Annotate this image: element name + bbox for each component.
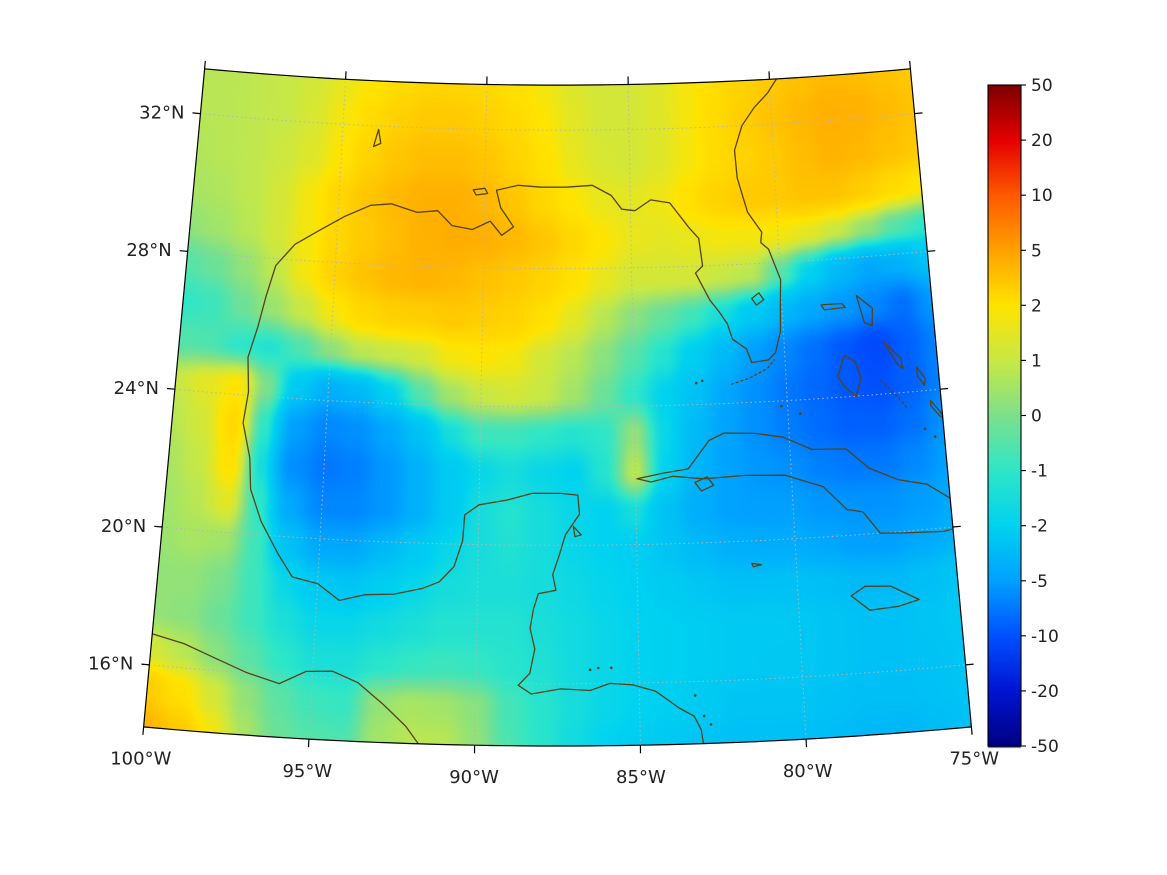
colorbar-tick-label: 10 [1031, 186, 1053, 206]
coastline-jamaica [850, 585, 920, 611]
colorbar-frame [987, 84, 1022, 747]
coastline-pacific-coast [151, 633, 419, 745]
colorbar-tick-label: 50 [1031, 76, 1053, 96]
coastline-us-gulf-atlantic-coast [247, 78, 782, 393]
lat-tick-right [927, 250, 936, 252]
graticule-meridian [308, 82, 346, 740]
island-dot [799, 412, 802, 416]
island-dot [700, 379, 704, 383]
lat-tick-left [192, 112, 201, 115]
map-border [142, 68, 973, 747]
coastline-mexico-centralamerica-coast [242, 391, 705, 745]
lat-tick-label: 32°N [139, 102, 184, 123]
coastline-long-island-bahamas [929, 399, 947, 421]
coastline-abaco [855, 294, 873, 327]
lon-tick-bottom [142, 726, 145, 735]
colorbar-tick-label: 5 [1031, 241, 1042, 261]
lat-tick-right [940, 387, 949, 390]
coastline-eleuthera [883, 341, 904, 369]
lon-tick-top [909, 60, 911, 69]
lat-tick-label: 16°N [88, 654, 133, 675]
coastline-grand-cayman [751, 562, 762, 568]
coastline-cat-island [915, 366, 926, 387]
lon-tick-label: 90°W [449, 767, 499, 788]
lat-tick-left [166, 387, 175, 390]
island-dot [588, 668, 592, 672]
lat-tick-left [179, 250, 188, 252]
lon-tick-label: 95°W [282, 761, 332, 782]
graticule-parallel [149, 664, 966, 685]
island-dot [610, 666, 613, 670]
colorbar-tick-label: -20 [1031, 682, 1059, 702]
coastline-grand-bahama [820, 302, 846, 311]
coastline-cozumel [572, 525, 582, 538]
colorbar-tick-label: 0 [1031, 407, 1042, 427]
colorbar-tick-label: 20 [1031, 131, 1053, 151]
lat-tick-left [141, 663, 150, 666]
graticule-parallel [187, 250, 928, 269]
axis-labels-group: 100°W 95°W 90°W 85°W 80°W 75°W 32°N 28°N 24°N 20°… [88, 102, 999, 788]
island-dot [780, 404, 783, 408]
coastline-isle-of-youth [694, 476, 715, 492]
colorbar-tick-label: -5 [1031, 572, 1048, 592]
colorbar-tick-label: 1 [1031, 351, 1042, 371]
lon-tick-label: 85°W [616, 767, 666, 788]
colorbar-tick-label: 2 [1031, 296, 1042, 316]
graticule-meridian [769, 82, 807, 740]
lat-tick-label: 20°N [101, 516, 146, 537]
lat-tick-right [965, 663, 974, 666]
lat-tick-label: 24°N [114, 378, 159, 399]
coastline-toledo-bend [372, 128, 382, 148]
graticule-parallel [162, 526, 953, 546]
coastline-group [151, 78, 972, 745]
lon-tick-label: 100°W [110, 749, 171, 770]
colorbar-tick-label: -2 [1031, 517, 1048, 537]
colorbar-tick-label: -1 [1031, 462, 1048, 482]
lon-tick-top [204, 60, 206, 69]
lat-tick-label: 28°N [126, 240, 171, 261]
coastline-andros [837, 354, 862, 397]
graticule-parallel [174, 388, 941, 408]
lon-tick-bottom [970, 726, 973, 735]
lon-tick-label: 75°W [949, 749, 999, 770]
lat-tick-right [952, 525, 961, 528]
island-dot [693, 694, 697, 697]
coastline-lake-okeechobee [751, 292, 765, 306]
colorbar-tick-label: -10 [1031, 627, 1059, 647]
island-dot [702, 714, 706, 718]
island-chain-florida-keys [730, 359, 776, 385]
coastline-lake-pontchartrain [472, 187, 489, 196]
island-chain-exuma-cays [880, 379, 909, 411]
island-dot [694, 381, 698, 385]
colorbar-tick-label: -50 [1031, 737, 1059, 757]
graticule-group [149, 82, 966, 746]
axis-ticks-group [141, 60, 974, 754]
graticule-parallel [200, 113, 915, 131]
graticule-meridian [627, 87, 641, 746]
island-dot [923, 427, 927, 431]
island-dot [933, 435, 937, 438]
graticule-meridian [474, 87, 488, 746]
island-dot [709, 723, 713, 726]
lat-tick-right [914, 112, 923, 115]
lon-tick-label: 80°W [783, 761, 833, 782]
lat-tick-left [154, 525, 163, 528]
coastline-cuba [636, 432, 972, 534]
island-dot [596, 666, 600, 670]
